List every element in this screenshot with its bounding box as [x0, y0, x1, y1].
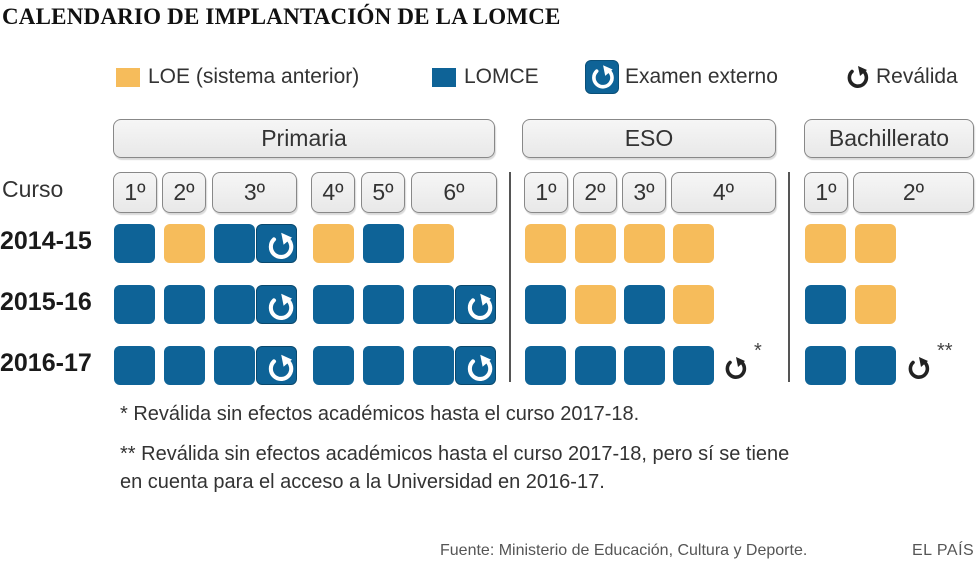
grade-eso-4: 4º	[671, 172, 776, 213]
grade-eso-2: 2º	[573, 172, 617, 213]
legend-loe: LOE (sistema anterior)	[116, 62, 359, 92]
grade-bach-1: 1º	[804, 172, 848, 213]
lomce-cell	[525, 346, 566, 385]
legend-loe-swatch	[116, 67, 140, 87]
loe-cell	[313, 224, 354, 263]
lomce-cell	[214, 285, 255, 324]
lomce-cell	[214, 346, 255, 385]
legend-examen-label: Examen externo	[625, 65, 778, 88]
lomce-cell	[363, 346, 404, 385]
loe-cell	[855, 224, 896, 263]
loe-cell	[624, 224, 665, 263]
lomce-cell	[413, 285, 454, 324]
lomce-cell	[525, 285, 566, 324]
grade-primaria-3: 3º	[212, 172, 297, 213]
grade-primaria-5: 5º	[361, 172, 405, 213]
loe-cell	[805, 224, 846, 263]
lomce-cell	[575, 346, 616, 385]
legend-loe-label: LOE (sistema anterior)	[148, 65, 360, 88]
lomce-cell	[855, 346, 896, 385]
grade-primaria-4: 4º	[311, 172, 355, 213]
note-2-line-2: en cuenta para el acceso a la Universida…	[120, 471, 605, 493]
lomce-cell	[164, 285, 205, 324]
lomce-cell	[624, 346, 665, 385]
loe-cell	[575, 224, 616, 263]
loe-cell	[673, 285, 714, 324]
lomce-cell	[114, 346, 155, 385]
loe-cell	[673, 224, 714, 263]
lomce-cell	[363, 285, 404, 324]
grade-primaria-2: 2º	[162, 172, 206, 213]
lomce-cell	[805, 285, 846, 324]
brand-logo: EL PAÍS	[912, 542, 975, 559]
lomce-cell	[413, 346, 454, 385]
grade-eso-3: 3º	[622, 172, 666, 213]
revalida-icon	[842, 62, 872, 92]
lomce-cell	[363, 224, 404, 263]
loe-cell	[164, 224, 205, 263]
lomce-cell	[624, 285, 665, 324]
loe-cell	[413, 224, 454, 263]
lomce-cell	[164, 346, 205, 385]
group-primaria: Primaria	[113, 119, 495, 158]
lomce-cell	[214, 224, 255, 263]
legend-examen: Examen externo	[585, 60, 778, 94]
revalida-footnote-marker: *	[754, 340, 762, 362]
legend-lomce: LOMCE	[432, 62, 539, 92]
loe-cell	[575, 285, 616, 324]
note-1: * Reválida sin efectos académicos hasta …	[120, 403, 640, 425]
lomce-cell	[313, 346, 354, 385]
revalida-icon	[720, 353, 750, 383]
loe-cell	[855, 285, 896, 324]
lomce-cell	[114, 285, 155, 324]
examen-externo-cell	[256, 285, 297, 324]
year-label-2014-15: 2014-15	[0, 227, 92, 255]
separator-eso-bachillerato	[788, 172, 790, 382]
examen-externo-cell	[455, 285, 496, 324]
legend-revalida-label: Reválida	[876, 65, 958, 88]
loe-cell	[525, 224, 566, 263]
examen-externo-cell	[455, 346, 496, 385]
grade-primaria-6: 6º	[411, 172, 497, 213]
grade-primaria-1: 1º	[113, 172, 157, 213]
grade-eso-1: 1º	[524, 172, 568, 213]
curso-label: Curso	[2, 176, 64, 202]
lomce-cell	[805, 346, 846, 385]
examen-externo-icon	[585, 60, 619, 94]
chart-title: CALENDARIO DE IMPLANTACIÓN DE LA LOMCE	[2, 4, 561, 29]
group-bachillerato: Bachillerato	[804, 119, 974, 158]
lomce-cell	[114, 224, 155, 263]
source: Fuente: Ministerio de Educación, Cultura…	[440, 542, 808, 559]
grade-bach-2: 2º	[853, 172, 974, 213]
year-label-2016-17: 2016-17	[0, 349, 92, 377]
year-label-2015-16: 2015-16	[0, 288, 92, 316]
lomce-cell	[313, 285, 354, 324]
revalida-footnote-marker: **	[937, 340, 953, 362]
legend-lomce-label: LOMCE	[464, 65, 539, 88]
group-eso: ESO	[522, 119, 776, 158]
examen-externo-cell	[256, 224, 297, 263]
legend-revalida: Reválida	[842, 62, 958, 92]
note-2-line-1: ** Reválida sin efectos académicos hasta…	[120, 443, 790, 465]
legend-lomce-swatch	[432, 67, 456, 87]
examen-externo-cell	[256, 346, 297, 385]
lomce-cell	[673, 346, 714, 385]
revalida-icon	[903, 353, 933, 383]
separator-primaria-eso	[509, 172, 511, 382]
